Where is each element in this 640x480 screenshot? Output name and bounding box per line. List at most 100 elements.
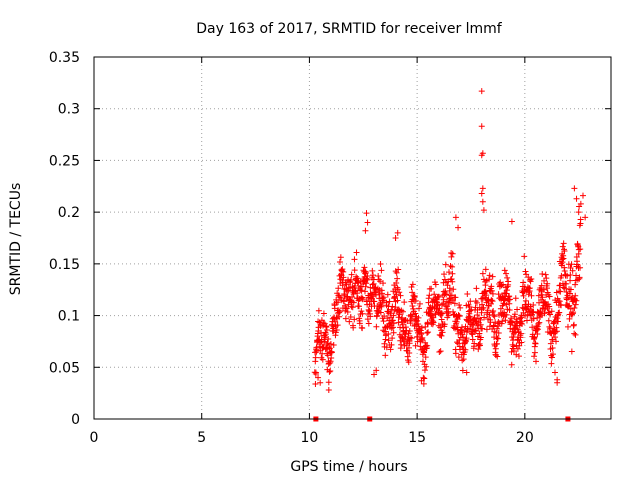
data-point: [402, 331, 409, 338]
data-point: [531, 334, 538, 341]
data-point: [428, 285, 435, 292]
data-point: [438, 332, 445, 339]
data-point: [333, 326, 340, 333]
data-point: [495, 319, 502, 326]
data-point: [469, 322, 476, 329]
data-point: [351, 316, 358, 323]
data-point: [582, 214, 589, 221]
data-point: [474, 312, 481, 319]
data-point: [531, 353, 538, 360]
data-point: [560, 255, 567, 262]
data-point: [398, 341, 405, 348]
data-point: [467, 298, 474, 305]
data-point: [471, 314, 478, 321]
data-point: [486, 276, 493, 283]
data-points: [311, 88, 589, 394]
data-point: [441, 276, 448, 283]
data-point: [480, 276, 487, 283]
data-point: [501, 267, 508, 274]
data-point: [535, 292, 542, 299]
data-point: [426, 292, 433, 299]
data-point: [350, 291, 357, 298]
data-point: [362, 227, 369, 234]
data-point: [490, 322, 497, 329]
y-tick-label: 0.1: [58, 309, 80, 325]
data-point: [463, 369, 470, 376]
data-point: [350, 299, 357, 306]
data-point: [469, 336, 476, 343]
data-point: [441, 271, 448, 278]
data-point: [447, 263, 454, 270]
data-point: [441, 321, 448, 328]
data-point: [330, 342, 337, 349]
data-point: [384, 291, 391, 298]
data-point: [364, 276, 371, 283]
data-point: [532, 340, 539, 347]
data-point: [546, 303, 553, 310]
data-point: [394, 286, 401, 293]
data-point: [370, 276, 377, 283]
data-point: [408, 335, 415, 342]
data-point: [474, 333, 481, 340]
data-point: [522, 312, 529, 319]
data-point: [312, 369, 319, 376]
data-point: [512, 295, 519, 302]
data-point: [572, 292, 579, 299]
data-point: [320, 319, 327, 326]
data-point: [570, 309, 577, 316]
x-tick-label: 20: [516, 430, 534, 446]
data-point: [495, 329, 502, 336]
data-point: [577, 216, 584, 223]
data-point: [530, 302, 537, 309]
data-point: [518, 339, 525, 346]
data-point: [571, 330, 578, 337]
data-point: [478, 88, 485, 95]
data-point: [358, 287, 365, 294]
data-point: [411, 292, 418, 299]
data-point: [344, 309, 351, 316]
data-point: [510, 330, 517, 337]
data-point: [486, 272, 493, 279]
data-point: [424, 342, 431, 349]
data-point: [481, 314, 488, 321]
data-point: [495, 291, 502, 298]
data-point: [335, 285, 342, 292]
data-point: [399, 308, 406, 315]
data-point: [571, 304, 578, 311]
data-point: [494, 325, 501, 332]
data-point: [406, 340, 413, 347]
data-point: [322, 334, 329, 341]
data-point: [362, 269, 369, 276]
data-point: [395, 266, 402, 273]
data-point: [412, 310, 419, 317]
data-point: [456, 313, 463, 320]
data-point: [457, 304, 464, 311]
data-point: [364, 219, 371, 226]
data-point: [389, 303, 396, 310]
data-point: [492, 345, 499, 352]
data-point: [503, 270, 510, 277]
data-point: [437, 324, 444, 331]
data-point: [514, 306, 521, 313]
data-point: [432, 281, 439, 288]
data-point: [322, 331, 329, 338]
y-tick-label: 0.3: [58, 102, 80, 118]
data-point: [438, 316, 445, 323]
data-point: [445, 269, 452, 276]
data-point: [489, 290, 496, 297]
data-point: [340, 274, 347, 281]
data-point: [389, 317, 396, 324]
data-point: [378, 303, 385, 310]
data-point: [357, 286, 364, 293]
data-point: [408, 284, 415, 291]
data-point: [546, 293, 553, 300]
data-point: [401, 299, 408, 306]
data-point: [336, 293, 343, 300]
data-point: [365, 320, 372, 327]
data-point: [370, 293, 377, 300]
data-point: [392, 304, 399, 311]
data-point: [484, 307, 491, 314]
data-point: [369, 281, 376, 288]
data-point: [418, 324, 425, 331]
data-point: [443, 291, 450, 298]
